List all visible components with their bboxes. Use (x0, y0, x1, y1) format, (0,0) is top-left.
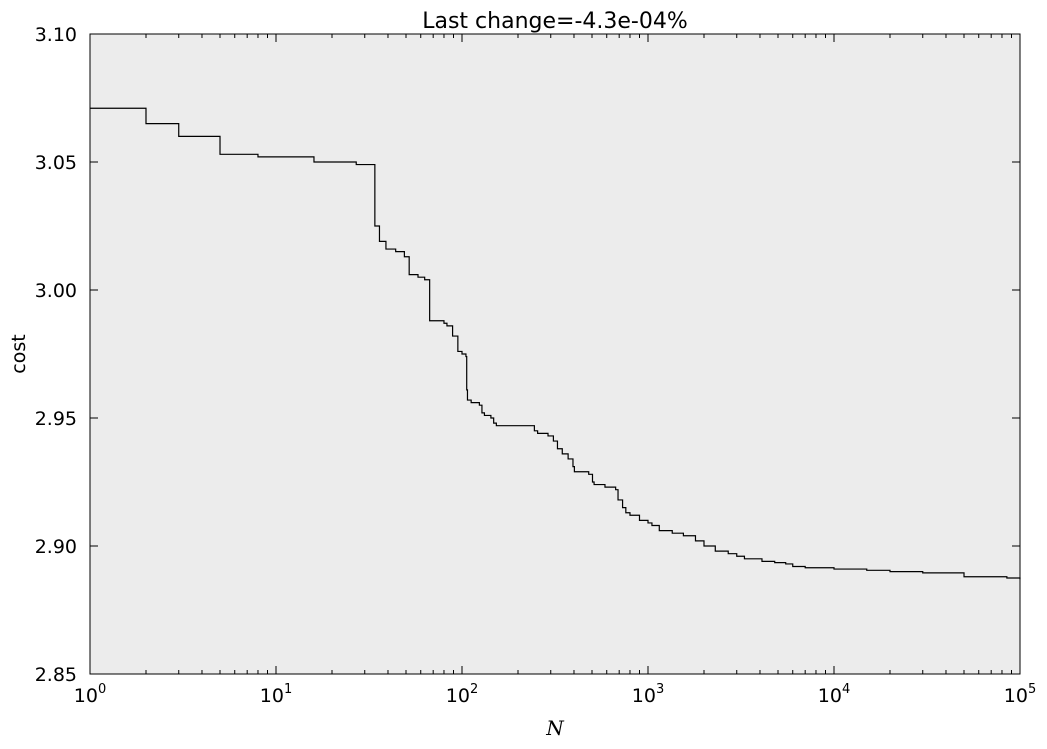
x-tick-label: 100 (74, 682, 106, 707)
x-tick-label: 104 (818, 682, 850, 707)
x-tick-labels: 100 101 102 103 104 105 (74, 682, 1036, 707)
y-tick-labels: 2.85 2.90 2.95 3.00 3.05 3.10 (35, 24, 77, 686)
x-tick-label: 102 (446, 682, 478, 707)
x-tick-label: 103 (632, 682, 664, 707)
y-tick-label: 3.00 (35, 280, 77, 302)
y-tick-label: 2.90 (35, 536, 77, 558)
series-layer (90, 107, 1021, 580)
y-tick-label: 2.85 (35, 664, 77, 686)
x-tick-label: 101 (260, 682, 292, 707)
x-minor-ticks (145, 34, 1012, 674)
series-line (90, 107, 1021, 580)
y-tick-label: 3.10 (35, 24, 77, 46)
x-axis-label: N (545, 716, 565, 740)
y-axis-label: cost (8, 334, 30, 373)
plot-frame (89, 33, 1021, 675)
chart-title: Last change=-4.3e-04% (422, 9, 688, 34)
y-tick-label: 2.95 (35, 408, 77, 430)
x-tick-label: 105 (1004, 682, 1036, 707)
y-tick-label: 3.05 (35, 152, 77, 174)
plot-area (90, 34, 1020, 674)
